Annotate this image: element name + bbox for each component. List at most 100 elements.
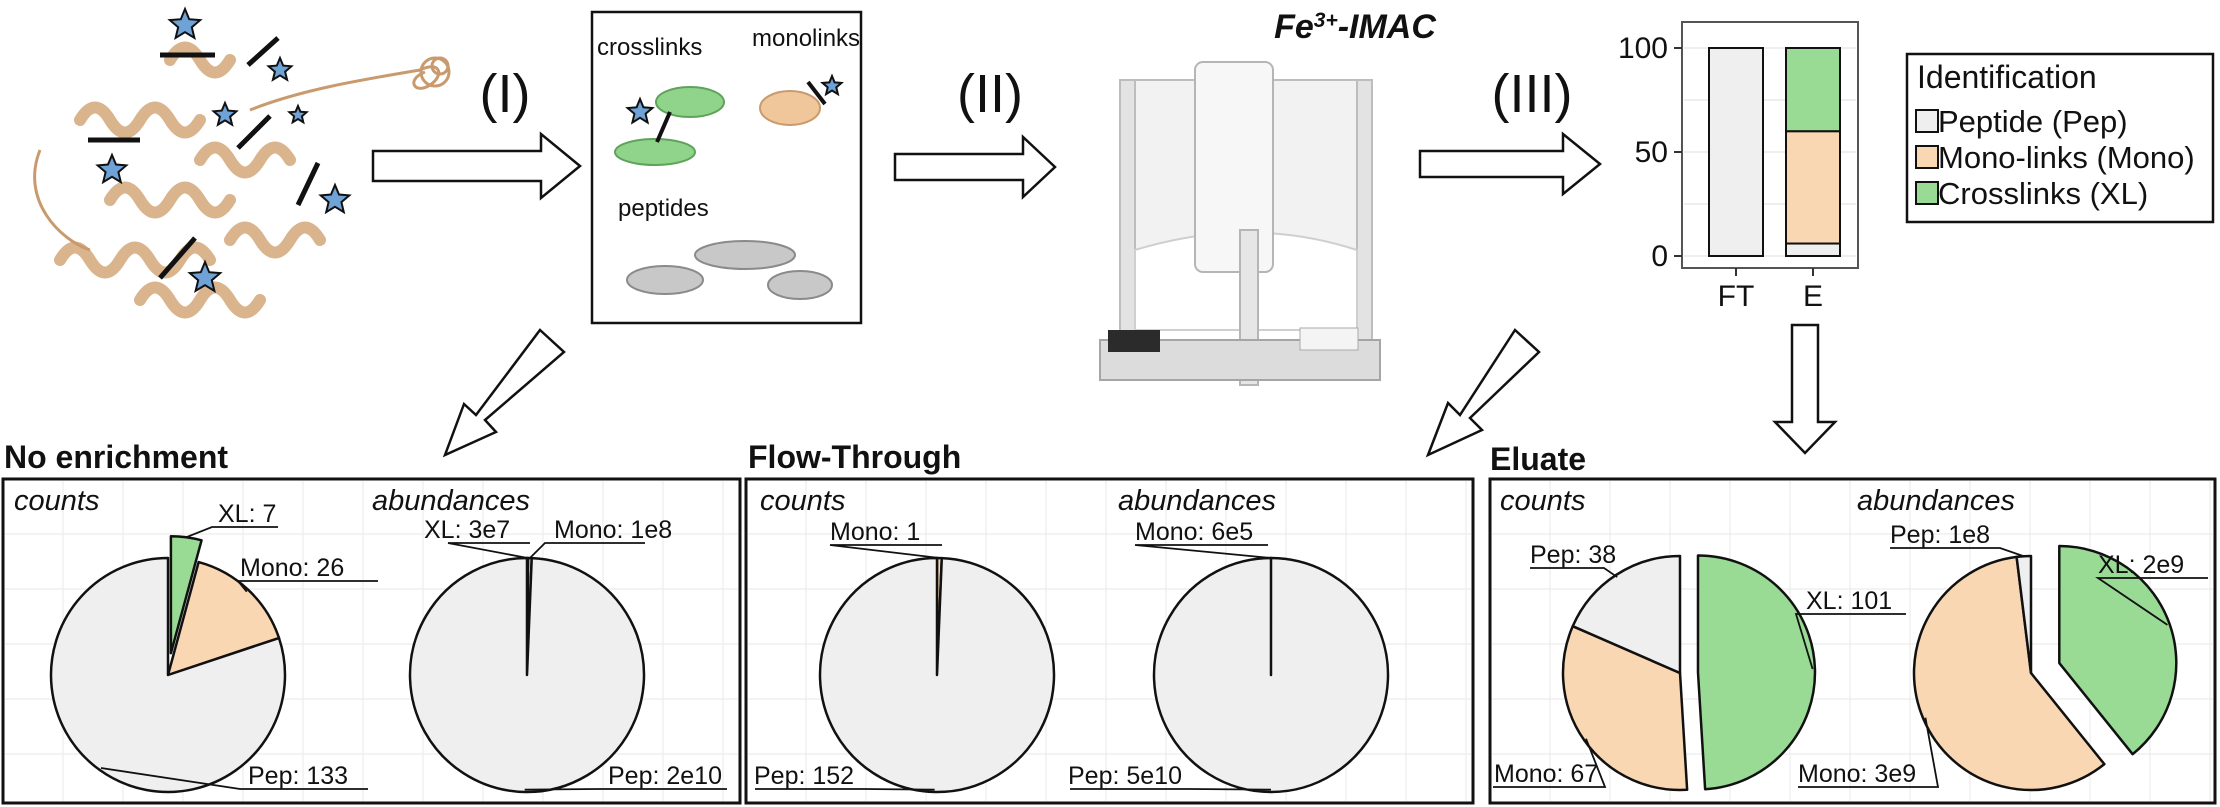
label-leader-line [755,788,935,791]
star-icon [266,55,294,82]
legend-swatch-xl [1915,181,1939,205]
pie-slice-pep [408,556,646,794]
panel-eluate: Eluate counts abundances XL: 101 Mono: 67… [1488,441,2217,805]
legend-swatch-mono [1915,145,1939,169]
label-leader-line [236,580,378,593]
slice-label-xl: XL: 3e7 [424,516,510,544]
label-leader-line [1493,738,1607,788]
monolinks-label: monolinks [752,25,860,52]
pie-slice-pep [49,556,287,794]
slice-label-mono: Mono: 3e9 [1798,760,1916,788]
slice-label-pep: Pep: 5e10 [1068,762,1182,790]
label-leader-line [100,767,368,790]
step-3-arrow [1418,131,1602,197]
step-1-arrow [371,131,582,201]
step-1-label: (I) [480,64,531,124]
slice-label-mono: Mono: 6e5 [1135,518,1253,546]
stacked-bar-chart: 0 50 100 FT E [1618,21,1859,313]
x-tick-label: FT [1718,280,1755,313]
instrument-title: Fe3+-IMAC [1274,8,1436,46]
panel-flow-through: Flow-Through counts abundances Mono: 1 Pe… [744,439,1475,805]
legend: Identification Peptide (Pep)Mono-links (… [1905,52,2215,224]
slice-label-mono: Mono: 67 [1494,760,1598,788]
robot-instrument-illustration [1099,61,1381,386]
slice-label-pep: Pep: 2e10 [608,762,722,790]
pie-slice-xl [1696,554,1817,791]
subtitle-abundances: abundances [1857,485,2015,517]
crosslinks-label: crosslinks [597,34,702,61]
slice-label-xl: XL: 2e9 [2098,551,2184,579]
star-icon [211,100,239,127]
slice-label-pep: Pep: 133 [248,762,348,790]
label-leader-line [1798,717,1940,788]
peptide-molecules [626,240,833,300]
legend-title: Identification [1917,59,2097,95]
species-box: crosslinks monolinks peptides [590,10,863,325]
subtitle-counts: counts [760,485,845,517]
step-3-label: (III) [1492,64,1573,124]
protein-structure-illustration [33,6,451,319]
slice-label-mono: Mono: 26 [240,554,344,582]
label-leader-line [1134,544,1272,559]
pie-slice-mono [1561,624,1689,792]
label-leader-line [2095,577,2208,626]
bar-segment-pep [1708,47,1764,257]
y-tick-label: 100 [1618,32,1668,65]
y-tick-label: 0 [1651,240,1668,273]
legend-label-mono: Mono-links (Mono) [1938,140,2195,175]
slice-label-pep: Pep: 1e8 [1890,521,1990,549]
monolink-molecule [759,80,827,126]
star-icon [95,152,129,185]
star-icon [820,73,844,97]
subtitle-counts: counts [14,485,99,517]
label-leader-line [529,542,645,559]
slice-label-mono: Mono: 1e8 [554,516,672,544]
subtitle-abundances: abundances [372,485,530,517]
slice-label-xl: XL: 7 [218,500,276,528]
slice-label-pep: Pep: 152 [754,762,854,790]
star-icon [286,103,310,125]
pie-slice-xl [2058,544,2178,756]
label-leader-line [524,788,727,791]
label-leader-line [1530,567,1618,578]
star-icon [187,259,223,294]
diagonal-arrow-no-enrichment [442,328,566,458]
star-icon [625,96,655,125]
step-2-arrow [893,134,1057,200]
legend-label-xl: Crosslinks (XL) [1938,176,2148,211]
bar-segment-xl [1785,47,1841,133]
panel-title-flow-through: Flow-Through [748,439,961,475]
label-leader-line [447,542,530,559]
x-tick-label: E [1803,280,1823,313]
subtitle-counts: counts [1500,485,1585,517]
label-leader-line [829,544,942,559]
panel-no-enrichment: No enrichment counts abundances XL: 7 Mon… [1,439,742,805]
peptides-label: peptides [618,195,709,222]
bar-segment-pep [1785,242,1841,258]
step-arrows [371,131,1838,458]
label-leader-line [1070,788,1272,791]
crosslink-molecule [614,86,725,166]
bar-segment-mono [1785,130,1841,245]
panel-title-eluate: Eluate [1490,441,1586,477]
label-leader-line [1794,613,1906,670]
star-icon [167,6,203,41]
label-leader-line [1890,547,2025,558]
label-leader-line [186,526,278,539]
pie-slice-mono [1912,555,2106,792]
pie-slice-pep [1152,556,1390,794]
slice-label-xl: XL: 101 [1806,587,1892,615]
star-icon [318,182,352,215]
y-tick-label: 50 [1635,136,1668,169]
down-arrow-eluate [1772,323,1838,455]
pie-slice-xl [169,534,203,655]
panel-title-no-enrichment: No enrichment [4,439,228,475]
slice-label-pep: Pep: 38 [1530,541,1616,569]
step-2-label: (II) [957,64,1023,124]
pie-slice-pep [818,556,1056,794]
subtitle-abundances: abundances [1118,485,1276,517]
legend-swatch-pep [1915,109,1939,133]
slice-label-mono: Mono: 1 [830,518,920,546]
diagonal-arrow-flow-through [1425,328,1541,458]
